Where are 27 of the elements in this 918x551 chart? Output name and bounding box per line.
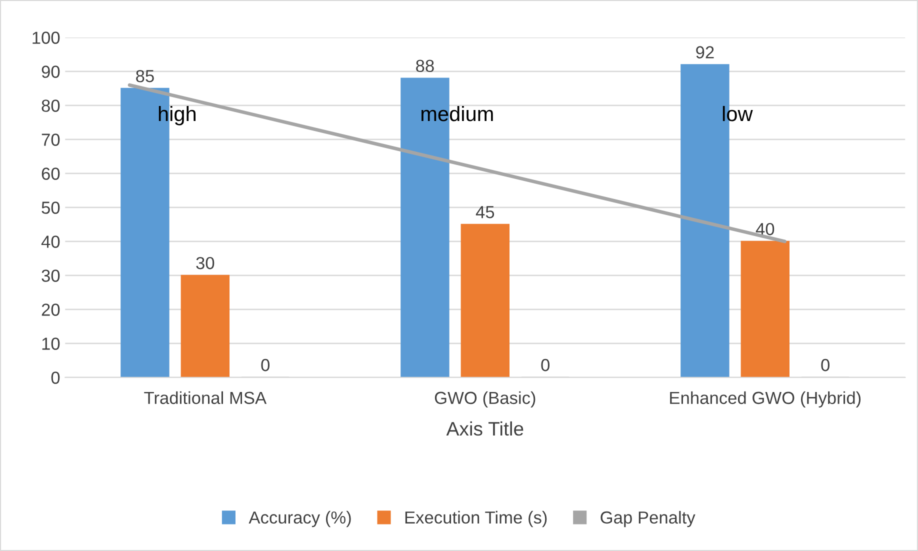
y-tick-label: 20 <box>42 304 60 316</box>
y-tick-label: 30 <box>42 270 60 282</box>
legend-label: Accuracy (%) <box>248 510 351 528</box>
data-label: 40 <box>756 222 774 236</box>
y-tick-label: 90 <box>42 66 60 78</box>
y-tick-label: 0 <box>51 372 60 384</box>
y-tick-label: 100 <box>32 32 60 44</box>
x-tick-label: Enhanced GWO (Hybrid) <box>670 391 861 408</box>
data-label: 0 <box>541 358 550 372</box>
x-tick-label: Traditional MSA <box>144 391 267 404</box>
y-tick-label: 70 <box>42 134 60 146</box>
data-label: 30 <box>196 256 214 270</box>
y-tick-label: 40 <box>41 236 60 248</box>
y-tick-label: 10 <box>42 338 60 350</box>
data-label: 85 <box>136 70 154 82</box>
x-axis-title: Axis Title <box>446 421 524 436</box>
data-label: 45 <box>476 206 494 218</box>
x-tick-label: GWO (Basic) <box>434 391 536 408</box>
data-label: 0 <box>261 358 270 372</box>
data-label: 0 <box>821 358 830 372</box>
data-label: 92 <box>696 46 714 58</box>
y-tick-label: 50 <box>42 202 60 214</box>
data-label: 88 <box>416 60 434 72</box>
y-tick-label: 60 <box>42 168 60 180</box>
y-tick-label: 80 <box>42 100 60 112</box>
legend-label: Execution Time (s) <box>405 510 547 528</box>
legend-label: Gap Penalty <box>600 510 696 528</box>
